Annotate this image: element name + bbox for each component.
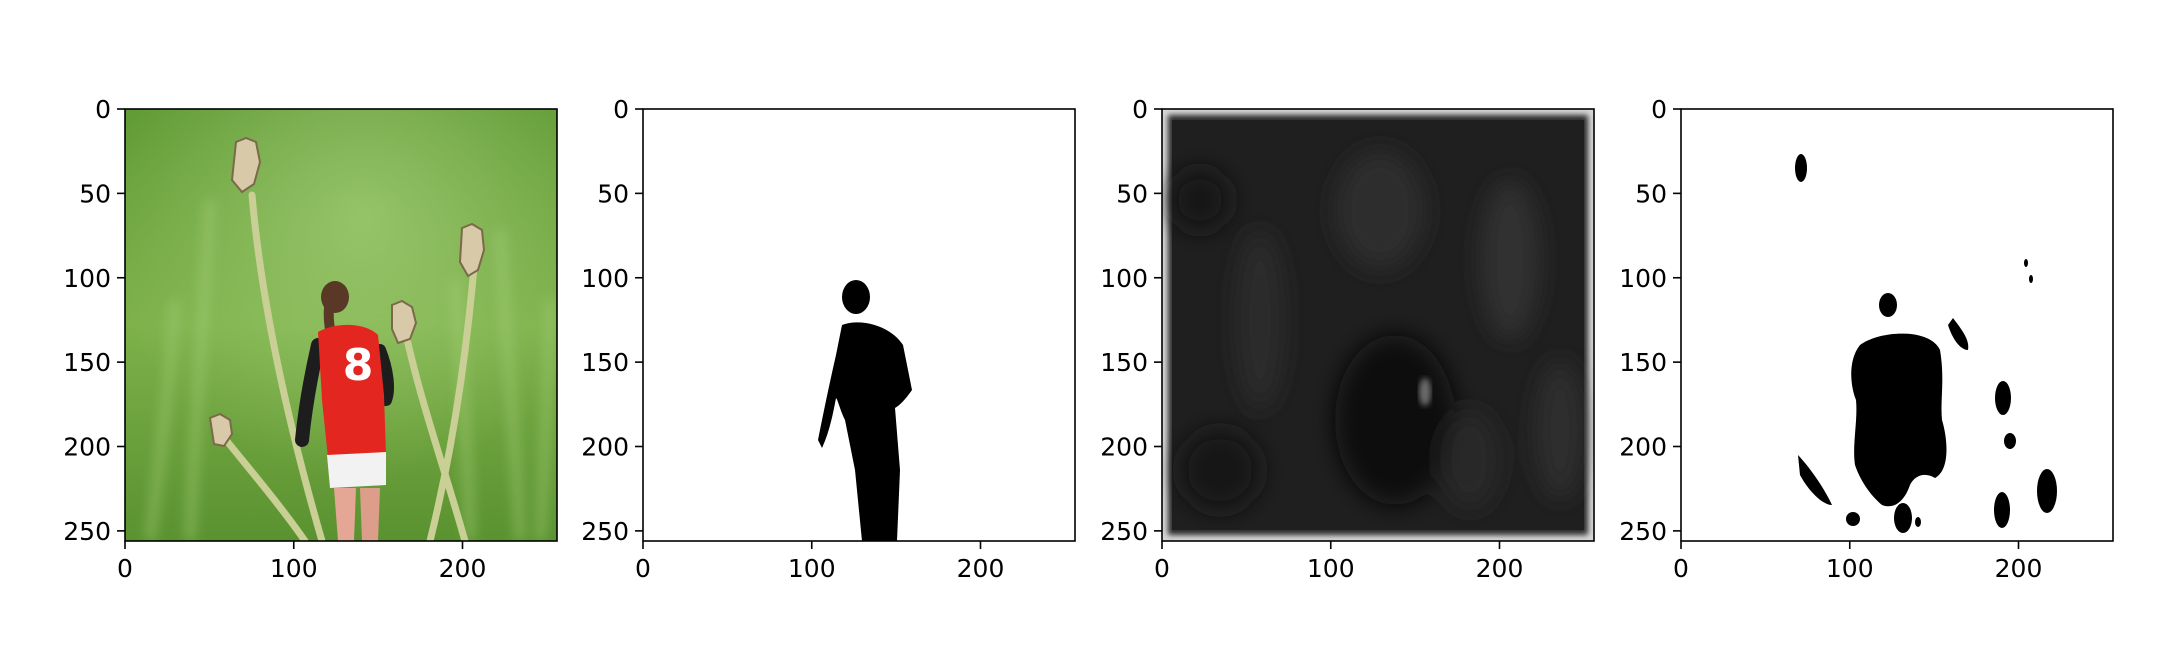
girl-figure [295,281,394,541]
axes-frame-mask [642,108,1076,542]
y-tick-label-prediction-200: 200 [1100,433,1148,462]
panel-photo: 8 [125,109,557,541]
y-tick-label-photo-200: 200 [63,433,111,462]
x-tick-label-photo-0: 0 [117,554,133,583]
y-tick-label-mask-50: 50 [597,179,629,208]
x-tick-label-threshold-0: 0 [1673,554,1689,583]
x-tick-label-mask-200: 200 [957,554,1005,583]
y-tick-label-photo-50: 50 [79,179,111,208]
panel-mask [643,109,1075,541]
jersey-number: 8 [343,340,374,391]
y-tick-label-mask-250: 250 [581,517,629,546]
y-tick-label-prediction-50: 50 [1116,179,1148,208]
y-tick-label-mask-150: 150 [581,348,629,377]
y-tick-label-threshold-0: 0 [1651,95,1667,124]
y-tick-label-prediction-150: 150 [1100,348,1148,377]
x-tick-label-threshold-200: 200 [1995,554,2043,583]
y-tick-label-photo-0: 0 [95,95,111,124]
y-tick-label-mask-0: 0 [613,95,629,124]
y-tick-label-threshold-200: 200 [1619,433,1667,462]
y-tick-label-threshold-50: 50 [1635,179,1667,208]
x-tick-label-prediction-200: 200 [1476,554,1524,583]
x-tick-label-threshold-100: 100 [1826,554,1874,583]
y-tick-label-mask-200: 200 [581,433,629,462]
axes-frame-photo [124,108,558,542]
y-tick-label-threshold-100: 100 [1619,264,1667,293]
y-tick-label-prediction-250: 250 [1100,517,1148,546]
threshold-blobs [1795,154,2057,533]
x-tick-label-mask-0: 0 [635,554,651,583]
y-tick-label-photo-100: 100 [63,264,111,293]
y-tick-label-prediction-0: 0 [1132,95,1148,124]
x-tick-label-photo-100: 100 [270,554,318,583]
axes-frame-prediction [1161,108,1595,542]
y-tick-label-mask-100: 100 [581,264,629,293]
panel-prediction-map [1162,109,1594,541]
x-tick-label-prediction-0: 0 [1154,554,1170,583]
y-tick-label-threshold-150: 150 [1619,348,1667,377]
axes-frame-threshold [1680,108,2114,542]
y-tick-label-threshold-250: 250 [1619,517,1667,546]
mask-silhouette [818,280,912,541]
y-tick-label-photo-250: 250 [63,517,111,546]
x-tick-label-mask-100: 100 [788,554,836,583]
panel-thresholded-map [1681,109,2113,541]
x-tick-label-photo-200: 200 [439,554,487,583]
x-tick-label-prediction-100: 100 [1307,554,1355,583]
y-tick-label-photo-150: 150 [63,348,111,377]
y-tick-label-prediction-100: 100 [1100,264,1148,293]
